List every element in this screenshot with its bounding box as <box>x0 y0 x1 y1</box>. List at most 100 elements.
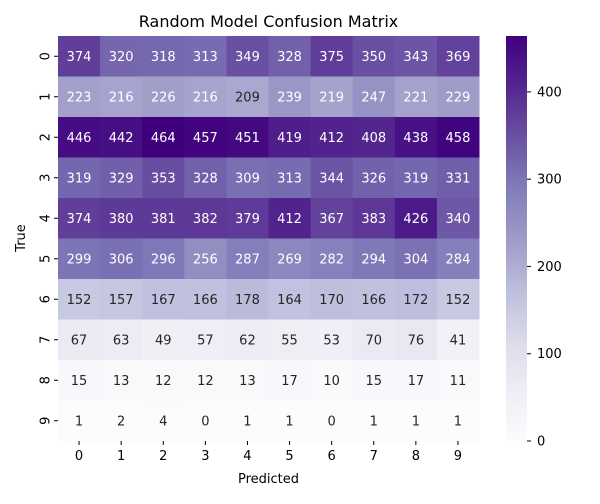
heatmap-cell <box>184 198 227 239</box>
heatmap-cell <box>58 238 101 280</box>
heatmap-cell <box>142 400 185 442</box>
cell-value-label: 76 <box>408 333 425 348</box>
heatmap-cell <box>436 36 480 77</box>
heatmap-cell <box>394 36 438 77</box>
heatmap-cell <box>100 76 143 118</box>
heatmap-cell <box>436 198 480 239</box>
cell-value-label: 408 <box>361 131 386 146</box>
heatmap-cell <box>394 76 438 118</box>
heatmap-cell <box>226 76 269 118</box>
heatmap-cell <box>226 157 269 199</box>
heatmap-cell <box>184 157 227 199</box>
cell-value-label: 12 <box>155 374 172 389</box>
cell-value-label: 464 <box>151 131 176 146</box>
cell-value-label: 313 <box>277 171 302 186</box>
colorbar <box>506 36 527 441</box>
cell-value-label: 457 <box>193 131 218 146</box>
heatmap-cell <box>226 279 269 320</box>
cell-value-label: 55 <box>281 333 298 348</box>
cell-value-label: 379 <box>235 212 260 227</box>
heatmap-cell <box>268 198 312 239</box>
cell-value-label: 216 <box>109 90 134 105</box>
cell-value-label: 41 <box>450 333 467 348</box>
cell-value-label: 367 <box>319 212 344 227</box>
cell-value-label: 343 <box>403 50 428 65</box>
cell-value-label: 12 <box>197 374 214 389</box>
x-axis-label: Predicted <box>238 472 299 487</box>
heatmap-cell <box>142 360 185 401</box>
heatmap-cell <box>268 76 312 118</box>
x-tick-label: 3 <box>201 449 209 464</box>
y-axis-label: True <box>14 224 29 253</box>
heatmap-cell <box>184 117 227 158</box>
heatmap-cell <box>436 319 480 361</box>
cell-value-label: 172 <box>403 293 428 308</box>
cell-value-label: 247 <box>361 90 386 105</box>
heatmap-cell <box>394 198 438 239</box>
cell-value-label: 319 <box>67 171 92 186</box>
heatmap-cell <box>226 319 269 361</box>
cell-value-label: 15 <box>71 374 88 389</box>
heatmap-cell <box>310 319 354 361</box>
cell-value-label: 412 <box>319 131 344 146</box>
y-tick-label: 2 <box>39 133 54 141</box>
cell-value-label: 344 <box>319 171 344 186</box>
cell-value-label: 57 <box>197 333 214 348</box>
heatmap-cell <box>268 360 312 401</box>
cell-value-label: 382 <box>193 212 218 227</box>
cell-value-label: 318 <box>151 50 176 65</box>
heatmap-cell <box>352 319 396 361</box>
cell-value-label: 216 <box>193 90 218 105</box>
cell-value-label: 383 <box>361 212 386 227</box>
cell-value-label: 269 <box>277 252 302 267</box>
cell-value-label: 350 <box>361 50 386 65</box>
cell-value-label: 309 <box>235 171 260 186</box>
heatmap-cell <box>436 157 480 199</box>
cell-value-label: 438 <box>403 131 428 146</box>
cell-value-label: 15 <box>365 374 382 389</box>
cell-value-label: 349 <box>235 50 260 65</box>
heatmap-cell <box>394 360 438 401</box>
x-axis: 0 1 2 3 4 5 6 7 8 9 <box>75 441 462 464</box>
cell-value-label: 1 <box>243 414 251 429</box>
cell-value-label: 284 <box>446 252 471 267</box>
y-tick-label: 0 <box>39 52 54 60</box>
heatmap-cell <box>436 76 480 118</box>
heatmap-cell <box>100 117 143 158</box>
heatmap-cell <box>310 117 354 158</box>
cell-value-label: 304 <box>403 252 428 267</box>
cell-value-label: 320 <box>109 50 134 65</box>
cell-value-label: 326 <box>361 171 386 186</box>
x-tick-label: 2 <box>159 449 167 464</box>
cell-value-label: 1 <box>75 414 83 429</box>
cell-value-label: 1 <box>412 414 420 429</box>
heatmap-cell <box>310 157 354 199</box>
heatmap-cell <box>226 360 269 401</box>
cell-value-label: 152 <box>67 293 92 308</box>
cell-value-label: 219 <box>319 90 344 105</box>
heatmap-cell <box>352 117 396 158</box>
y-tick-label: 7 <box>39 336 54 344</box>
cell-value-label: 0 <box>201 414 209 429</box>
colorbar-tick-label: 200 <box>537 260 562 275</box>
cell-value-label: 287 <box>235 252 260 267</box>
heatmap-cell <box>226 238 269 280</box>
cell-value-label: 2 <box>117 414 125 429</box>
heatmap-cell <box>352 279 396 320</box>
colorbar-tick-label: 400 <box>537 85 562 100</box>
cell-value-label: 10 <box>323 374 340 389</box>
heatmap-cell <box>394 157 438 199</box>
cell-value-label: 166 <box>193 293 218 308</box>
heatmap-cell <box>58 36 101 77</box>
cell-value-label: 340 <box>446 212 471 227</box>
heatmap-cell <box>142 36 185 77</box>
cell-value-label: 167 <box>151 293 176 308</box>
heatmap-cell <box>394 400 438 442</box>
x-tick-label: 9 <box>454 449 462 464</box>
cell-value-label: 353 <box>151 171 176 186</box>
y-tick-label: 9 <box>39 417 54 425</box>
heatmap-cell <box>352 360 396 401</box>
cell-value-label: 419 <box>277 131 302 146</box>
cell-value-label: 328 <box>277 50 302 65</box>
cell-value-label: 412 <box>277 212 302 227</box>
